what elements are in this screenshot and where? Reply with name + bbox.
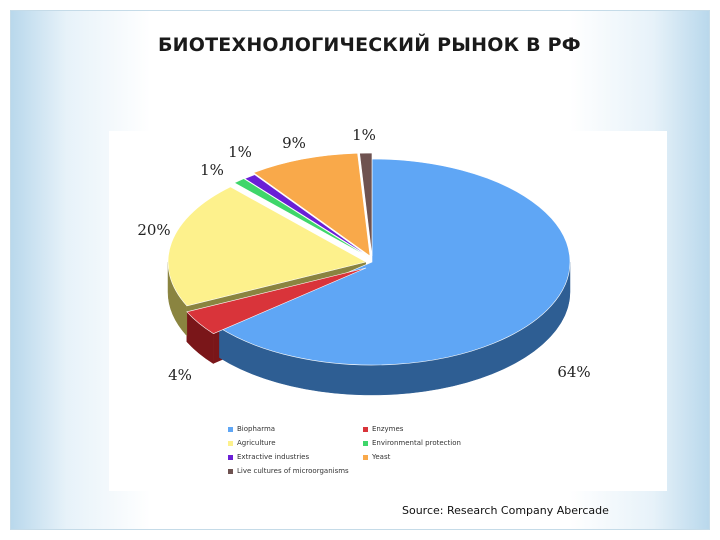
legend-swatch <box>228 440 233 446</box>
legend-swatch <box>228 454 233 460</box>
legend-swatch <box>363 440 368 446</box>
legend-label: Extractive industries <box>237 453 310 461</box>
data-label-enzymes: 4% <box>168 366 192 384</box>
legend-label: Agriculture <box>237 439 276 447</box>
source-note: Source: Research Company Abercade <box>402 504 609 517</box>
data-label-environmental-protection: 1% <box>200 161 224 179</box>
pie-slice-environmental-protection <box>233 178 371 259</box>
data-label-extractive-industries: 1% <box>228 143 252 161</box>
pie-slice-live-cultures-of-microorganisms <box>359 152 373 257</box>
pie-slice-yeast <box>252 152 371 257</box>
chart-legend: Biopharma Enzymes Agriculture Environmental… <box>228 425 568 491</box>
pie-slices <box>167 152 571 366</box>
data-labels: 64%4%20%1%1% 9% 1% <box>137 126 590 384</box>
data-label-yeast: 9% <box>282 134 306 152</box>
legend-item-live-cultures-of-microorganisms: Live cultures of microorganisms <box>228 467 349 475</box>
legend-item-agriculture: Agriculture <box>228 439 276 447</box>
legend-label: Environmental protection <box>372 439 461 447</box>
legend-item-extractive-industries: Extractive industries <box>228 453 309 461</box>
legend-swatch <box>228 426 233 432</box>
legend-label: Enzymes <box>372 425 404 433</box>
legend-label: Live cultures of microorganisms <box>237 467 349 475</box>
pie-slice-agriculture <box>167 186 367 307</box>
legend-item-enzymes: Enzymes <box>363 425 403 433</box>
legend-label: Biopharma <box>237 425 276 433</box>
legend-swatch <box>363 454 368 460</box>
pie-slice-biopharma <box>218 158 571 366</box>
legend-item-environmental-protection: Environmental protection <box>363 439 461 447</box>
pie-slice-extractive-industries <box>244 174 372 259</box>
legend-swatch <box>363 426 368 432</box>
data-label-biopharma: 64% <box>557 363 590 381</box>
legend-label: Yeast <box>372 453 391 461</box>
slide-title: БИОТЕХНОЛОГИЧЕСКИЙ РЫНОК В РФ <box>158 34 581 56</box>
legend-item-biopharma: Biopharma <box>228 425 275 433</box>
pie-slice-enzymes <box>186 267 367 334</box>
legend-item-yeast: Yeast <box>363 453 390 461</box>
legend-swatch <box>228 468 233 474</box>
data-label-live-cultures-of-microorganisms: 1% <box>352 126 376 144</box>
data-label-agriculture: 20% <box>137 221 170 239</box>
